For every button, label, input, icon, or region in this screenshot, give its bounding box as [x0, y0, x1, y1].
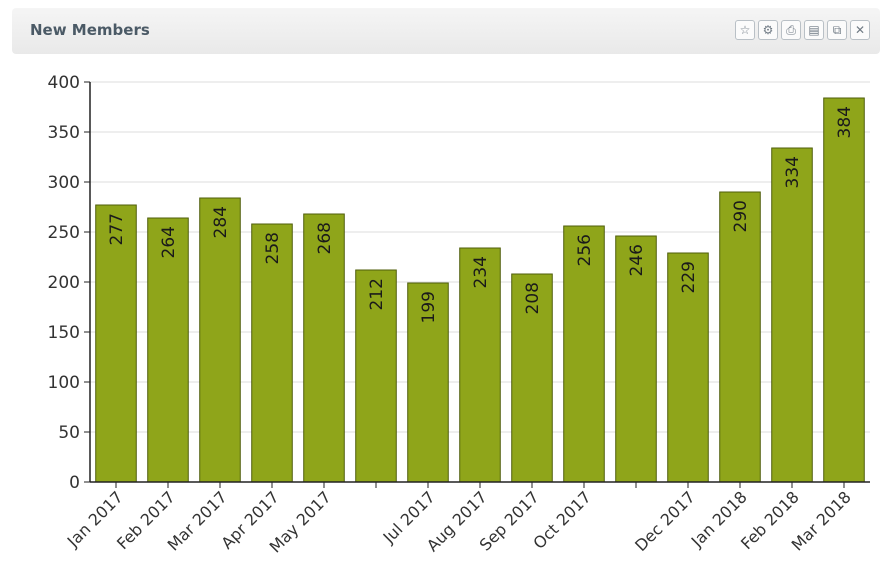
bar [615, 235, 657, 483]
y-tick-label: 0 [69, 473, 80, 493]
export-icon[interactable]: ⧉ [827, 20, 847, 40]
bar [199, 197, 241, 483]
bar-data-label: 256 [575, 234, 595, 266]
bar [719, 191, 761, 483]
bar-data-label: 277 [107, 213, 127, 245]
bar-data-label: 229 [679, 261, 699, 293]
bar [667, 252, 709, 483]
bar-data-label: 258 [263, 232, 283, 264]
y-tick-label: 250 [48, 223, 80, 243]
close-icon[interactable]: ✕ [850, 20, 870, 40]
bar-data-label: 246 [627, 244, 647, 276]
y-tick-label: 150 [48, 323, 80, 343]
bar-data-label: 268 [315, 222, 335, 254]
bar-data-label: 290 [731, 200, 751, 232]
panel-header: New Members ☆ ⚙ ⎙ ▤ ⧉ ✕ [12, 8, 880, 54]
bar [511, 273, 553, 483]
bar [251, 223, 293, 483]
bar [771, 147, 813, 483]
bar-data-label: 199 [419, 291, 439, 323]
bar-data-label: 384 [835, 106, 855, 138]
y-tick-label: 100 [48, 373, 80, 393]
panel-toolbar: ☆ ⚙ ⎙ ▤ ⧉ ✕ [735, 20, 870, 40]
bar [95, 204, 137, 483]
y-tick-label: 200 [48, 273, 80, 293]
bar [355, 269, 397, 483]
bar-data-label: 212 [367, 278, 387, 310]
bar-data-label: 264 [159, 226, 179, 258]
bar [459, 247, 501, 483]
x-tick-label: Dec 2017 [631, 487, 699, 555]
y-tick-label: 300 [48, 173, 80, 193]
bar [303, 213, 345, 483]
bar-data-label: 208 [523, 282, 543, 314]
print-icon[interactable]: ⎙ [781, 20, 801, 40]
bar [823, 97, 865, 483]
bar [147, 217, 189, 483]
panel-title: New Members [30, 21, 150, 39]
bar [563, 225, 605, 483]
x-tick-label: Oct 2017 [529, 487, 594, 552]
bar-data-label: 234 [471, 256, 491, 288]
bar-data-label: 334 [783, 156, 803, 188]
y-tick-label: 50 [58, 423, 80, 443]
save-icon[interactable]: ▤ [804, 20, 824, 40]
settings-icon[interactable]: ⚙ [758, 20, 778, 40]
bar-data-label: 284 [211, 206, 231, 238]
collapse-icon[interactable]: ☆ [735, 20, 755, 40]
y-tick-label: 350 [48, 123, 80, 143]
y-tick-label: 400 [48, 73, 80, 93]
